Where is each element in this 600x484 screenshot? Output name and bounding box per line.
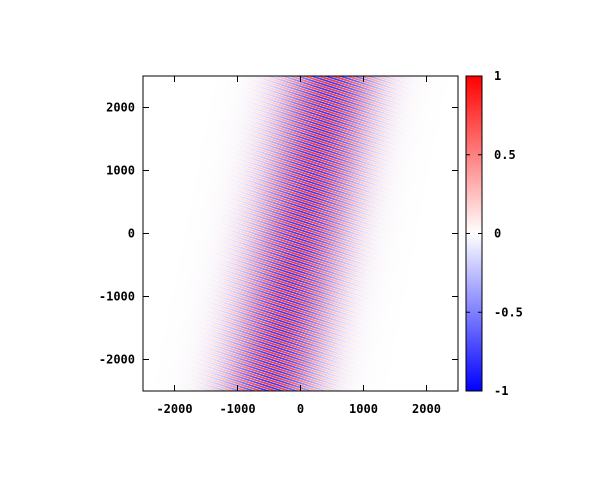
colorbar-tick-label: -0.5 (494, 305, 523, 319)
colorbar: 1 0.5 0 -0.5 -1 (465, 69, 523, 398)
x-tick-label: 2000 (412, 402, 441, 416)
y-tick-label: -1000 (99, 290, 135, 304)
x-tick-label: -1000 (219, 402, 255, 416)
plot-area (142, 75, 459, 392)
x-tick-label: 0 (297, 402, 304, 416)
x-tick-label: 1000 (349, 402, 378, 416)
colorbar-tick-label: 0 (494, 227, 501, 241)
colorbar-tick-label: -1 (494, 384, 508, 398)
colorbar-tick-label: 1 (494, 69, 501, 83)
y-tick-label: 1000 (106, 164, 135, 178)
x-tick-label: -2000 (156, 402, 192, 416)
heatmap-image (143, 76, 458, 391)
x-axis: -2000 -1000 0 1000 2000 (156, 76, 441, 416)
y-tick-label: 2000 (106, 101, 135, 115)
y-tick-label: -2000 (99, 353, 135, 367)
colorbar-tick-label: 0.5 (494, 148, 516, 162)
y-axis: -2000 -1000 0 1000 2000 (99, 101, 458, 367)
colorbar-ticks: 1 0.5 0 -0.5 -1 (466, 69, 523, 398)
y-tick-label: 0 (128, 227, 135, 241)
